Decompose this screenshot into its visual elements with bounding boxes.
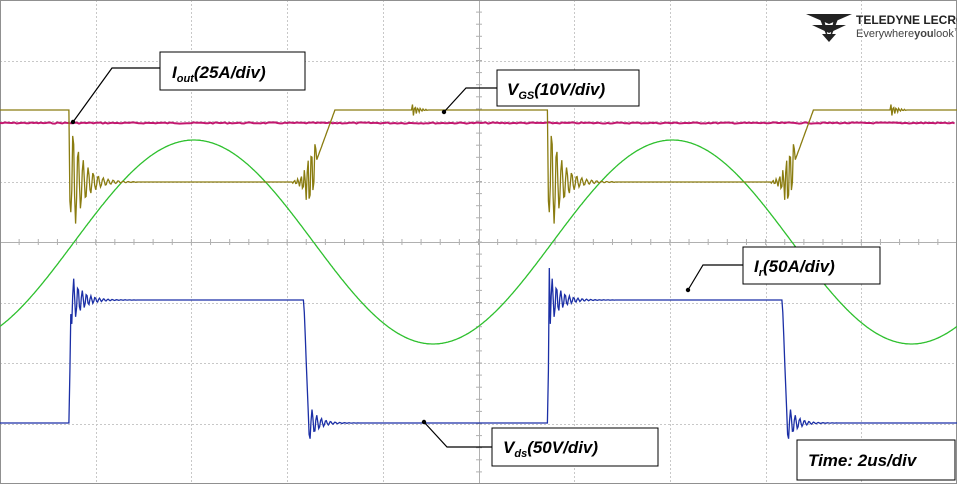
brand-name: TELEDYNE LECROY — [856, 13, 957, 27]
vds-label: Vds(50V/div) — [421, 419, 659, 467]
timebase-label: Time: 2us/div — [796, 439, 956, 481]
vgs-label-scale: (10V/div) — [534, 80, 605, 99]
iout-label-main: I — [172, 63, 178, 82]
vgs-label-sub: GS — [518, 90, 535, 102]
vgs-trace — [0, 104, 957, 224]
ir-label-scale: (50A/div) — [763, 257, 835, 276]
vds-label-main: V — [503, 438, 516, 457]
vgs-label-main: V — [507, 80, 520, 99]
brand-tagline-b: you — [914, 28, 934, 40]
vds-label-scale: (50V/div) — [527, 438, 598, 457]
ir-label-main: I — [754, 257, 760, 276]
iout-label-sub: out — [177, 73, 195, 85]
ir-label: Ir(50A/div) — [685, 246, 881, 293]
svg-text:Vds(50V/div): Vds(50V/div) — [503, 438, 598, 460]
iout-label-scale: (25A/div) — [194, 63, 266, 82]
brand-tm: ™ — [954, 28, 957, 35]
svg-text:Everywhereyoulook™: Everywhereyoulook™ — [856, 28, 957, 40]
svg-text:Ir(50A/div): Ir(50A/div) — [754, 257, 835, 279]
teledyne-lecroy-logo: TELEDYNE LECROY Everywhereyoulook™ — [806, 13, 957, 42]
vds-trace — [0, 267, 957, 439]
lecroy-emblem-icon — [806, 14, 852, 42]
timebase-text: Time: 2us/div — [808, 451, 918, 470]
svg-text:Iout(25A/div): Iout(25A/div) — [172, 63, 266, 85]
ir-label-sub: r — [759, 267, 764, 279]
brand-tagline-a: Everywhere — [856, 28, 914, 40]
traces — [0, 104, 957, 439]
vgs-label: VGS(10V/div) — [441, 69, 640, 115]
iout-trace — [0, 121, 955, 125]
iout-label: Iout(25A/div) — [70, 51, 306, 125]
vds-label-sub: ds — [514, 448, 527, 460]
svg-text:VGS(10V/div): VGS(10V/div) — [507, 80, 605, 102]
brand-tagline-c: look — [934, 28, 955, 40]
